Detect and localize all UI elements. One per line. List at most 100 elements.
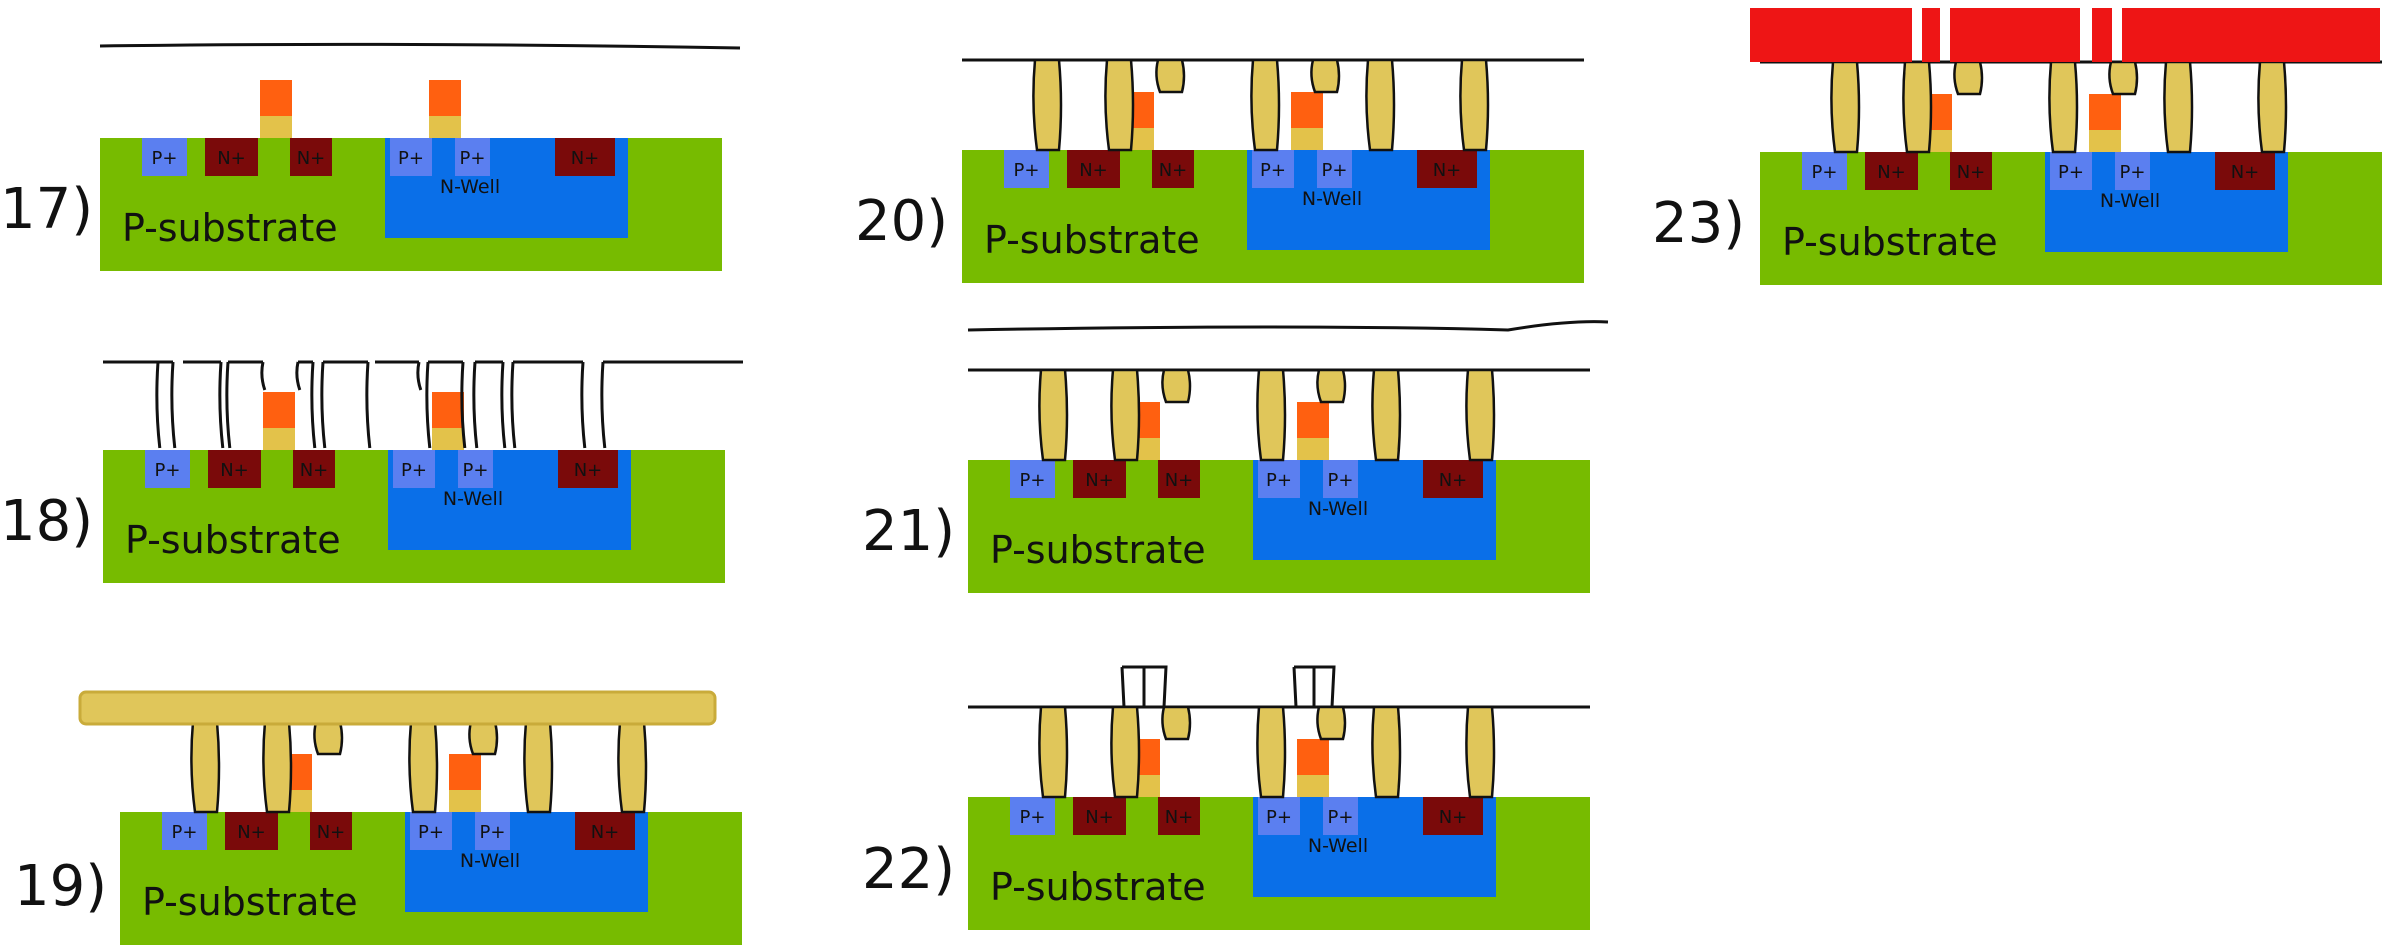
n-plus-label: N+ — [1085, 470, 1114, 491]
panel-18: 18) P+ N+ N+ P+ P+ N+ P-substrate N-Well — [0, 360, 743, 583]
gate-poly — [263, 392, 295, 428]
p-plus-region — [1317, 150, 1352, 188]
p-plus-region — [1010, 460, 1055, 498]
p-plus-region — [1323, 460, 1358, 498]
metal-contact — [1953, 60, 1984, 96]
p-plus-region — [410, 812, 452, 850]
gate-oxide — [432, 428, 464, 450]
metal-contact — [1316, 705, 1347, 741]
metal-contact — [1161, 368, 1192, 404]
contact-opening-edge — [510, 361, 517, 449]
contact-opening-edge — [580, 361, 587, 449]
p-plus-label: P+ — [155, 460, 181, 481]
n-plus-region — [1417, 150, 1477, 188]
step-label: 18) — [0, 489, 93, 554]
metal-contact — [1465, 705, 1496, 799]
n-plus-label: N+ — [571, 148, 600, 169]
substrate-label: P-substrate — [142, 880, 358, 924]
photoresist-block — [2092, 8, 2112, 62]
gate-oxide — [449, 790, 481, 812]
step-label: 21) — [862, 499, 955, 564]
metal-contact — [617, 720, 648, 814]
metal-contact — [1161, 705, 1192, 741]
step-label: 20) — [855, 189, 948, 254]
metal-contact — [1250, 58, 1281, 152]
nwell-label: N-Well — [440, 176, 500, 198]
metal-contact — [2257, 60, 2288, 154]
metal-contact — [1459, 58, 1490, 152]
metal-contact — [2048, 60, 2079, 154]
p-plus-label: P+ — [1266, 807, 1292, 828]
metal-contact — [2108, 60, 2139, 96]
gate-poly — [1291, 92, 1323, 128]
metal-contact — [1371, 368, 1402, 462]
p-plus-label: P+ — [480, 822, 506, 843]
p-plus-label: P+ — [172, 822, 198, 843]
n-plus-region — [558, 450, 618, 488]
gate-oxide — [2089, 130, 2121, 152]
metal-contact — [1032, 58, 1063, 152]
p-plus-label: P+ — [1328, 470, 1354, 491]
n-plus-region — [205, 138, 258, 176]
p-plus-region — [393, 450, 435, 488]
p-plus-label: P+ — [152, 148, 178, 169]
n-plus-region — [1950, 152, 1992, 190]
n-plus-label: N+ — [1165, 470, 1194, 491]
photoresist-block — [2122, 8, 2380, 62]
p-plus-label: P+ — [463, 460, 489, 481]
metal-contact — [468, 720, 499, 756]
panel-17: 17) P+ N+ N+ P+ P+ N+ P-substrate N-Well — [0, 42, 741, 271]
n-plus-region — [310, 812, 352, 850]
nwell-label: N-Well — [2100, 190, 2160, 212]
substrate-label: P-substrate — [990, 865, 1206, 909]
p-plus-label: P+ — [460, 148, 486, 169]
photoresist-block — [1950, 8, 2080, 62]
metal-contact — [1038, 368, 1069, 462]
oxide-surface-line — [99, 42, 741, 50]
p-plus-region — [2050, 152, 2092, 190]
metal-contact — [1371, 705, 1402, 799]
n-plus-label: N+ — [574, 460, 603, 481]
p-plus-label: P+ — [418, 822, 444, 843]
gate-oxide — [1291, 128, 1323, 150]
n-plus-region — [1073, 797, 1126, 835]
n-plus-region — [225, 812, 278, 850]
step-label: 22) — [862, 837, 955, 902]
p-plus-region — [475, 812, 510, 850]
metal-contact — [190, 720, 221, 814]
metal-contact — [1902, 60, 1933, 154]
p-plus-label: P+ — [1328, 807, 1354, 828]
p-plus-region — [455, 138, 490, 176]
n-plus-region — [1158, 460, 1200, 498]
nwell-label: N-Well — [443, 488, 503, 510]
substrate-label: P-substrate — [125, 518, 341, 562]
metal-contact — [1365, 58, 1396, 152]
step-label: 19) — [14, 854, 107, 919]
photoresist-block — [1750, 8, 1912, 62]
n-plus-label: N+ — [317, 822, 346, 843]
p-plus-label: P+ — [2120, 162, 2146, 183]
n-plus-label: N+ — [1159, 160, 1188, 181]
gate-oxide — [263, 428, 295, 450]
gate-poly — [429, 80, 461, 116]
n-plus-label: N+ — [300, 460, 329, 481]
nwell-label: N-Well — [1308, 498, 1368, 520]
p-plus-region — [2115, 152, 2150, 190]
n-plus-label: N+ — [1079, 160, 1108, 181]
gate-poly — [2089, 94, 2121, 130]
metal-contact — [1038, 705, 1069, 799]
n-plus-label: N+ — [220, 460, 249, 481]
via-opening — [1120, 665, 1168, 708]
p-plus-region — [458, 450, 493, 488]
n-plus-label: N+ — [1439, 807, 1468, 828]
contact-opening-edge — [218, 361, 225, 449]
n-plus-region — [1158, 797, 1200, 835]
p-plus-label: P+ — [1014, 160, 1040, 181]
nwell-label: N-Well — [460, 850, 520, 872]
p-plus-region — [1258, 460, 1300, 498]
metal-deposition-line — [967, 320, 1609, 332]
p-plus-region — [1258, 797, 1300, 835]
panel-22: 22) P+ N+ N+ P+ P+ N+ P-substrate N-Well — [862, 665, 1590, 930]
n-plus-label: N+ — [1439, 470, 1468, 491]
